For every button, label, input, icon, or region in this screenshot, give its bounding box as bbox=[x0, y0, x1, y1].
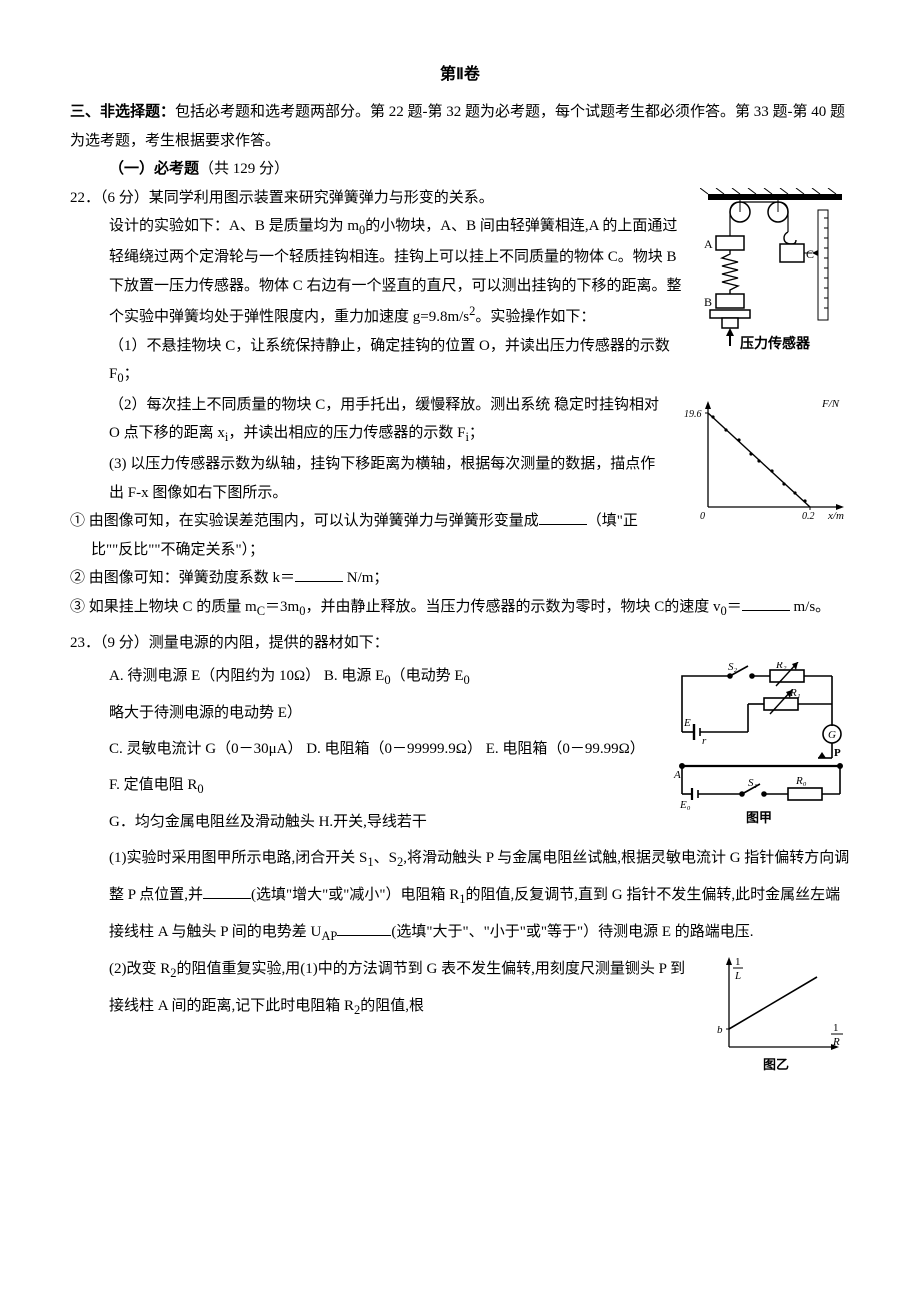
q22-q3d: ＝ bbox=[727, 599, 742, 615]
label-c: C bbox=[806, 247, 814, 261]
lbl-r2: R₂ bbox=[775, 662, 787, 671]
q23-p1d: (选填"增大"或"减小"）电阻箱 R bbox=[251, 887, 459, 903]
fx-ylabel: F/N bbox=[821, 398, 840, 410]
sub: C bbox=[257, 604, 265, 618]
section3-heading: 三、非选择题：包括必考题和选考题两部分。第 22 题-第 32 题为必考题，每个… bbox=[70, 98, 850, 155]
q23-p1b: 、S bbox=[374, 850, 397, 866]
lr-xden: R bbox=[832, 1036, 840, 1048]
blank[interactable] bbox=[539, 509, 587, 525]
section3-label: 三、非选择题： bbox=[70, 104, 175, 120]
blank[interactable] bbox=[203, 883, 251, 899]
lbl-s1: S₁ bbox=[748, 777, 758, 789]
q23-p1: (1)实验时采用图甲所示电路,闭合开关 S1、S2,将滑动触头 P 与金属电阻丝… bbox=[109, 840, 850, 951]
q22-sub2: ② 由图像可知：弹簧劲度系数 k＝ N/m； bbox=[91, 564, 850, 593]
label-a: A bbox=[704, 237, 713, 251]
lbl-a: A bbox=[673, 769, 681, 781]
volume-title: 第Ⅱ卷 bbox=[70, 60, 850, 90]
sensor-label: 压力传感器 bbox=[740, 335, 811, 352]
q23-a2: （电动势 E bbox=[391, 668, 464, 684]
blank[interactable] bbox=[295, 566, 343, 582]
required-heading: （一）必考题（共 129 分） bbox=[109, 155, 850, 184]
q22-q1a: ① 由图像可知，在实验误差范围内，可以认为弹簧弹力与弹簧形变量成 bbox=[70, 513, 539, 529]
q22-sub3: ③ 如果挂上物块 C 的质量 mC＝3m0，并由静止释放。当压力传感器的示数为零… bbox=[91, 593, 850, 624]
lbl-e: E bbox=[683, 717, 691, 729]
q23-c: C. 灵敏电流计 G（0－30μA） D. 电阻箱（0－99999.9Ω） E.… bbox=[109, 741, 645, 793]
figure-circuit: S₂ R₂ R₁ G E r P A S₁ R₀ E₀ 图甲 bbox=[670, 662, 850, 827]
q22-q3a: ③ 如果挂上物块 C 的质量 m bbox=[70, 599, 257, 615]
fx-xlabel: x/m bbox=[827, 510, 844, 522]
figure-apparatus: C A B 压力传感器 bbox=[700, 188, 850, 378]
label-b: B bbox=[704, 295, 712, 309]
circuit-caption: 图甲 bbox=[746, 810, 772, 825]
q22-num: 22． bbox=[70, 190, 100, 206]
required-label: （一）必考题 bbox=[109, 161, 199, 177]
q22-points: （6 分） bbox=[100, 190, 149, 206]
lbl-s2: S₂ bbox=[728, 662, 738, 673]
q22-q3c: ，并由静止释放。当压力传感器的示数为零时，物块 C的速度 v bbox=[305, 599, 720, 615]
q23-p2a: (2)改变 R bbox=[109, 961, 170, 977]
lr-yden: L bbox=[734, 970, 741, 982]
lr-xnum: 1 bbox=[833, 1022, 839, 1034]
q22-intro2c: 。实验操作如下： bbox=[475, 309, 595, 325]
q23-p1a: (1)实验时采用图甲所示电路,闭合开关 S bbox=[109, 850, 367, 866]
lbl-e0: E₀ bbox=[679, 799, 691, 811]
fx-origin: 0 bbox=[700, 511, 705, 522]
lr-ynum: 1 bbox=[735, 956, 741, 968]
q22-step2b: ，并读出相应的压力传感器的示数 F bbox=[228, 425, 465, 441]
q23-line1: 23．（9 分）测量电源的内阻，提供的器材如下： bbox=[70, 629, 850, 658]
fx-xmax: 0.2 bbox=[802, 511, 815, 522]
q23-a3: 略大于待测电源的电动势 E） bbox=[109, 705, 302, 721]
lr-caption: 图乙 bbox=[763, 1057, 789, 1072]
q22-q2a: ② 由图像可知：弹簧劲度系数 k＝ bbox=[70, 570, 295, 586]
q22-q3b: ＝3m bbox=[265, 599, 299, 615]
q22-intro2a: 设计的实验如下：A、B 是质量均为 m bbox=[109, 218, 359, 234]
q22-intro1: 某同学利用图示装置来研究弹簧弹力与形变的关系。 bbox=[149, 190, 494, 206]
lbl-r: r bbox=[702, 735, 707, 747]
figure-fx-graph: F/N x/m 19.6 0.2 0 bbox=[680, 395, 850, 525]
q22-step2c: ； bbox=[469, 425, 484, 441]
section3-body: 包括必考题和选考题两部分。第 22 题-第 32 题为必考题，每个试题考生都必须… bbox=[70, 104, 845, 149]
lbl-r1: R₁ bbox=[789, 687, 801, 699]
q23-a: A. 待测电源 E（内阻约为 10Ω） B. 电源 E bbox=[109, 668, 384, 684]
q23-points: （9 分） bbox=[100, 635, 149, 651]
q23-intro: 测量电源的内阻，提供的器材如下： bbox=[149, 635, 389, 651]
q23-num: 23． bbox=[70, 635, 100, 651]
sub: 0 bbox=[197, 782, 203, 796]
lbl-r0: R₀ bbox=[795, 775, 807, 787]
fx-ymax: 19.6 bbox=[684, 409, 702, 420]
figure-lr-graph: 1 L 1 R b 图乙 bbox=[705, 955, 850, 1075]
q22-intro2b: 的小物块，A、B 间由轻弹簧相连,A 的上面通过轻绳绕过两个定滑轮与一个轻质挂钩… bbox=[109, 218, 682, 325]
lr-b: b bbox=[717, 1024, 723, 1036]
q23-p2c: 的阻值,根 bbox=[360, 998, 424, 1014]
q22-step1b: ； bbox=[124, 366, 139, 382]
q22-q2b: N/m； bbox=[343, 570, 388, 586]
blank[interactable] bbox=[742, 595, 790, 611]
q22-step1a: （1）不悬挂物块 C，让系统保持静止，确定挂钩的位置 O，并读出压力传感器的示数… bbox=[109, 338, 670, 383]
lbl-p: P bbox=[834, 747, 841, 759]
sub: AP bbox=[321, 929, 337, 943]
lbl-g: G bbox=[828, 729, 836, 741]
blank[interactable] bbox=[337, 920, 391, 936]
required-points: （共 129 分） bbox=[199, 161, 289, 177]
sub: 0 bbox=[463, 673, 469, 687]
q23-p1f: (选填"大于"、"小于"或"等于"）待测电源 E 的路端电压. bbox=[391, 924, 753, 940]
